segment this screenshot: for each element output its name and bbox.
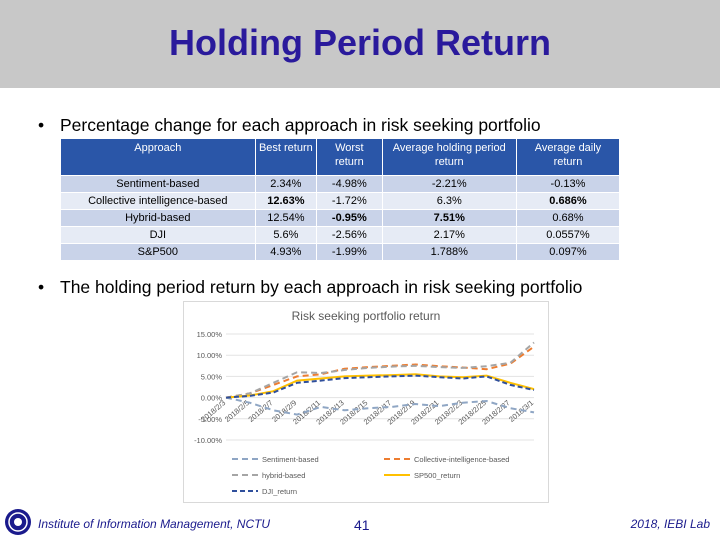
table-row: Collective intelligence-based 12.63% -1.… (60, 192, 621, 210)
header-average-daily: Average daily return (515, 138, 621, 176)
cell-average-hpr: 1.788% (381, 243, 517, 261)
cell-best: 12.63% (254, 192, 318, 210)
return-chart-svg: Risk seeking portfolio return 15.00% 10.00… (194, 309, 535, 496)
cell-average-daily: 0.686% (515, 192, 621, 210)
series-line (225, 396, 535, 416)
cell-worst: -1.72% (316, 192, 383, 210)
cell-worst: -2.56% (316, 226, 383, 244)
cell-average-hpr: 6.3% (381, 192, 517, 210)
cell-average-daily: 0.097% (515, 243, 621, 261)
bullet-2-text: The holding period return by each approa… (60, 277, 583, 297)
legend-label: SP500_return (414, 471, 460, 480)
return-chart: Risk seeking portfolio return 15.00% 10.00… (183, 301, 549, 503)
cell-approach: DJI (60, 226, 256, 244)
bullet-2: • The holding period return by each appro… (38, 277, 582, 298)
header-approach: Approach (60, 138, 256, 176)
header-worst-return: Worst return (316, 138, 383, 176)
footer-page-number: 41 (354, 517, 370, 533)
y-tick-label: -5.00% (198, 415, 222, 424)
series-line (225, 374, 535, 399)
chart-title: Risk seeking portfolio return (292, 309, 441, 323)
bullet-1: • Percentage change for each approach in … (38, 115, 541, 136)
header-average-hpr: Average holding period return (381, 138, 517, 176)
legend-label: Sentiment-based (262, 455, 319, 464)
series-line (225, 345, 535, 399)
bullet-dot: • (38, 115, 45, 135)
y-tick-label: -10.00% (194, 436, 222, 445)
cell-best: 5.6% (254, 226, 318, 244)
cell-best: 12.54% (254, 209, 318, 227)
cell-worst: -4.98% (316, 175, 383, 193)
cell-average-hpr: 2.17% (381, 226, 517, 244)
cell-average-hpr: 7.51% (381, 209, 517, 227)
y-tick-label: 5.00% (201, 372, 223, 381)
bullet-1-text: Percentage change for each approach in r… (60, 115, 541, 135)
legend-label: Collective-intelligence-based (414, 455, 509, 464)
footer-institute: Institute of Information Management, NCT… (38, 517, 271, 531)
cell-average-hpr: -2.21% (381, 175, 517, 193)
table-row: S&P500 4.93% -1.99% 1.788% 0.097% (60, 243, 621, 261)
table-row: Hybrid-based 12.54% -0.95% 7.51% 0.68% (60, 209, 621, 227)
legend-label: hybrid-based (262, 471, 305, 480)
nctu-logo-icon (5, 509, 31, 535)
return-table: Approach Best return Worst return Averag… (60, 138, 621, 261)
series-line (225, 341, 535, 399)
y-tick-label: 0.00% (201, 394, 223, 403)
y-tick-label: 15.00% (197, 330, 223, 339)
cell-approach: S&P500 (60, 243, 256, 261)
legend-label: DJI_return (262, 487, 297, 496)
y-tick-label: 10.00% (197, 351, 223, 360)
cell-best: 2.34% (254, 175, 318, 193)
cell-approach: Collective intelligence-based (60, 192, 256, 210)
cell-average-daily: 0.68% (515, 209, 621, 227)
cell-best: 4.93% (254, 243, 318, 261)
cell-worst: -1.99% (316, 243, 383, 261)
cell-approach: Hybrid-based (60, 209, 256, 227)
cell-average-daily: 0.0557% (515, 226, 621, 244)
title-bar (0, 0, 720, 88)
cell-worst: -0.95% (316, 209, 383, 227)
slide-title: Holding Period Return (169, 22, 551, 63)
cell-average-daily: -0.13% (515, 175, 621, 193)
cell-approach: Sentiment-based (60, 175, 256, 193)
footer-lab: 2018, IEBI Lab (630, 517, 710, 531)
table-row: Sentiment-based 2.34% -4.98% -2.21% -0.1… (60, 175, 621, 193)
table-header-row: Approach Best return Worst return Averag… (60, 138, 621, 176)
bullet-dot: • (38, 277, 45, 297)
header-best-return: Best return (254, 138, 318, 176)
table-row: DJI 5.6% -2.56% 2.17% 0.0557% (60, 226, 621, 244)
